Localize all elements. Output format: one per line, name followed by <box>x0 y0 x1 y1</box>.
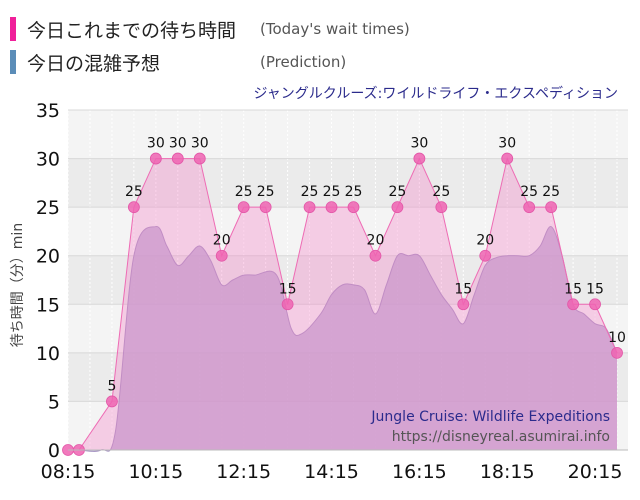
today-data-label: 20 <box>213 233 231 249</box>
today-point <box>611 346 623 359</box>
x-tick-label: 10:15 <box>128 461 183 483</box>
chart-title: ジャングルクルーズ:ワイルドライフ・エクスペディション <box>253 85 618 102</box>
today-area <box>68 158 618 451</box>
legend-swatch-prediction <box>10 50 16 74</box>
today-point <box>413 152 426 165</box>
today-point <box>523 201 536 214</box>
legend-label-prediction: 今日の混雑予想 <box>27 53 161 75</box>
today-data-label: 25 <box>388 184 406 200</box>
watermark-title: Jungle Cruise: Wildlife Expeditions <box>370 409 610 425</box>
today-point <box>215 249 228 262</box>
today-point <box>369 249 382 262</box>
today-data-label: 25 <box>432 184 450 200</box>
today-data-label: 25 <box>125 184 143 200</box>
y-tick-label: 20 <box>36 246 60 268</box>
today-data-label: 5 <box>107 378 116 394</box>
y-tick-label: 15 <box>36 294 60 316</box>
prediction-line <box>67 226 618 452</box>
today-data-label: 10 <box>608 330 626 346</box>
today-point <box>457 298 470 311</box>
today-point <box>325 201 338 214</box>
x-tick-label: 14:15 <box>304 461 359 483</box>
x-tick-label: 08:15 <box>41 461 96 483</box>
today-point <box>106 395 118 408</box>
today-point <box>501 152 514 165</box>
today-data-label: 15 <box>454 281 472 297</box>
legend-sublabel-today: (Today's wait times) <box>260 20 410 38</box>
today-point <box>391 201 404 214</box>
today-data-label: 15 <box>564 281 582 297</box>
today-data-label: 20 <box>476 233 494 249</box>
x-tick-label: 12:15 <box>216 461 271 483</box>
today-data-label: 15 <box>279 281 297 297</box>
today-point <box>347 201 360 214</box>
y-tick-label: 25 <box>36 197 60 219</box>
today-point <box>127 201 140 214</box>
today-data-label: 25 <box>257 184 275 200</box>
today-data-label: 25 <box>235 184 253 200</box>
prediction-area <box>68 226 618 452</box>
y-tick-label: 30 <box>36 149 60 171</box>
today-data-label: 25 <box>345 184 363 200</box>
legend-label-today: 今日これまでの待ち時間 <box>27 20 237 42</box>
x-tick-label: 16:15 <box>392 461 447 483</box>
watermark-url: https://disneyreal.asumirai.info <box>392 429 610 445</box>
today-data-label: 30 <box>169 136 187 152</box>
x-tick-label: 20:15 <box>568 461 623 483</box>
today-point <box>149 152 162 165</box>
today-point <box>171 152 184 165</box>
today-data-label: 25 <box>542 184 560 200</box>
today-data-label: 25 <box>520 184 538 200</box>
grid-band <box>68 110 628 159</box>
today-data-label: 30 <box>410 136 428 152</box>
today-point <box>435 201 448 214</box>
y-axis-label: 待ち時間（分）min <box>10 223 26 347</box>
today-point <box>281 298 294 311</box>
legend-sublabel-prediction: (Prediction) <box>260 53 347 71</box>
today-point <box>567 298 579 311</box>
today-data-label: 20 <box>367 233 385 249</box>
today-point <box>259 201 272 214</box>
today-data-label: 25 <box>301 184 319 200</box>
y-tick-label: 5 <box>48 391 60 413</box>
today-point <box>237 201 250 214</box>
axes-layer: 0 5 10 15 20 25 30 35 08:15 10:15 12:15 14:15 16:15 1… <box>36 100 628 483</box>
y-tick-label: 10 <box>36 343 60 365</box>
prediction-series <box>67 226 618 452</box>
today-data-label: 30 <box>191 136 209 152</box>
today-data-label: 30 <box>498 136 516 152</box>
today-point <box>589 298 601 311</box>
today-data-label: 25 <box>323 184 341 200</box>
x-tick-label: 18:15 <box>480 461 535 483</box>
today-point <box>303 201 316 214</box>
grid-band <box>68 158 628 208</box>
y-tick-label: 0 <box>48 440 60 462</box>
today-data-label: 15 <box>586 281 604 297</box>
today-point <box>545 201 558 214</box>
y-tick-label: 35 <box>36 100 60 122</box>
today-point <box>479 249 492 262</box>
today-point <box>193 152 206 165</box>
legend-swatch-today <box>10 17 16 41</box>
today-data-label: 30 <box>147 136 165 152</box>
